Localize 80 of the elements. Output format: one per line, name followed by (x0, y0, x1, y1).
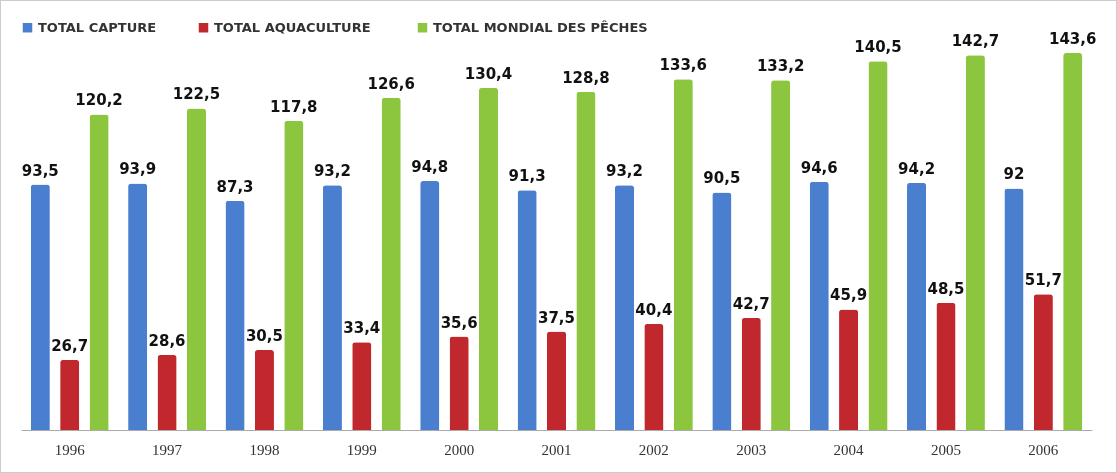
bar (186, 108, 206, 430)
data-label: 94,2 (898, 159, 936, 178)
bar (644, 323, 664, 430)
x-tick-label: 2000 (444, 441, 475, 458)
bar (60, 359, 80, 430)
data-label: 142,7 (951, 32, 1000, 51)
data-label: 93,9 (119, 160, 157, 179)
x-tick-label: 1996 (54, 441, 86, 458)
bar (809, 181, 829, 430)
bar (352, 342, 372, 430)
data-label: 91,3 (508, 167, 546, 186)
data-label: 93,2 (605, 162, 643, 181)
bar (936, 302, 956, 430)
data-label: 87,3 (216, 177, 254, 196)
x-tick-label: 2001 (541, 441, 572, 458)
bar (741, 317, 761, 430)
data-label: 143,6 (1048, 30, 1097, 48)
data-label: 48,5 (927, 279, 965, 298)
legend-label: TOTAL CAPTURE (38, 19, 157, 35)
bar (322, 185, 342, 430)
bar (517, 190, 537, 430)
data-label: 92 (1003, 165, 1025, 184)
bar (128, 183, 148, 430)
data-label: 37,5 (537, 308, 576, 327)
data-label: 93,5 (21, 161, 59, 180)
x-tick-label: 2006 (1028, 441, 1059, 458)
bar (381, 97, 401, 430)
data-label: 33,4 (343, 319, 381, 338)
data-label: 45,9 (830, 286, 868, 305)
data-label: 126,6 (367, 74, 415, 93)
bar (1063, 53, 1083, 430)
data-label: 94,8 (411, 158, 449, 177)
data-label: 128,8 (562, 68, 610, 87)
x-tick-label: 2004 (833, 441, 865, 458)
data-label: 133,2 (756, 57, 805, 76)
bar (284, 120, 304, 430)
x-tick-label: 1998 (249, 441, 280, 458)
bar (614, 185, 635, 430)
x-tick-label: 1999 (346, 441, 377, 458)
bar (225, 200, 245, 430)
bar (254, 349, 274, 430)
bar (478, 87, 499, 430)
bar (420, 181, 440, 430)
x-tick-label: 2003 (736, 441, 767, 458)
x-tick-label: 1997 (152, 441, 183, 458)
data-label: 130,4 (464, 64, 513, 83)
data-label: 30,5 (245, 326, 283, 345)
data-label: 93,2 (313, 162, 351, 181)
data-label: 42,7 (732, 294, 770, 313)
bar (673, 79, 693, 430)
bar (965, 55, 985, 430)
data-label: 90,5 (703, 169, 741, 188)
bar (712, 192, 732, 430)
bar (907, 182, 927, 430)
bar (839, 309, 859, 430)
data-label: 51,7 (1024, 271, 1062, 290)
bar (157, 354, 177, 430)
bar (1033, 294, 1053, 430)
bar (576, 91, 596, 430)
data-label: 26,7 (51, 336, 89, 355)
data-label: 35,6 (440, 313, 478, 332)
data-label: 122,5 (172, 85, 221, 104)
data-label: 117,8 (270, 97, 318, 116)
bar (449, 336, 469, 430)
legend-label: TOTAL MONDIAL DES PÊCHES (433, 19, 648, 35)
data-label: 133,6 (659, 56, 707, 75)
x-tick-label: 2002 (638, 441, 669, 458)
bar (546, 331, 567, 430)
data-label: 94,6 (800, 158, 838, 177)
x-tick-label: 2005 (930, 441, 961, 458)
bar (868, 61, 888, 430)
data-label: 28,6 (148, 331, 186, 350)
bar (771, 80, 791, 430)
data-label: 140,5 (854, 38, 902, 57)
data-label: 120,2 (75, 91, 123, 110)
legend-label: TOTAL AQUACULTURE (214, 19, 371, 35)
data-label: 40,4 (635, 300, 673, 319)
bar (30, 184, 50, 430)
bar (89, 114, 109, 430)
bar (1004, 188, 1024, 430)
